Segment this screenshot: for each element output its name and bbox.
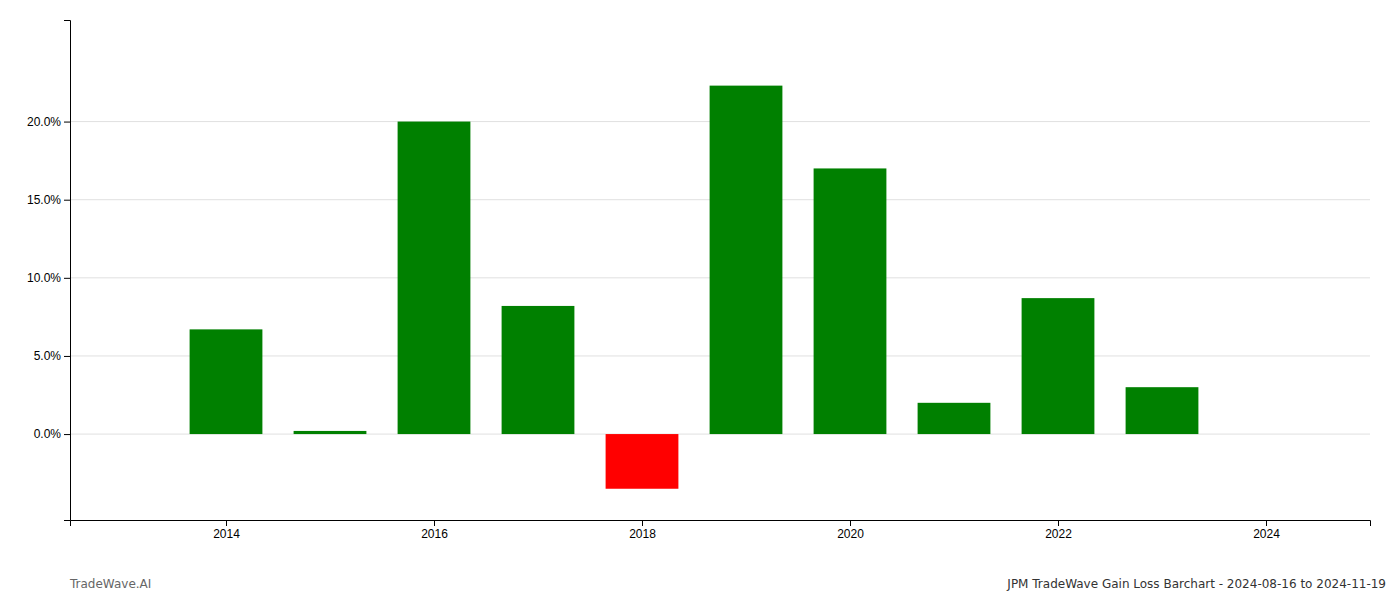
tick-mark (226, 520, 227, 526)
tick-mark (64, 356, 70, 357)
tick-label: 2020 (837, 527, 864, 541)
bars (190, 86, 1199, 489)
bar (502, 306, 575, 434)
tick-label: 0.0% (34, 427, 62, 441)
tick-mark (64, 122, 70, 123)
bar (918, 403, 991, 434)
tick-label: 2016 (421, 527, 448, 541)
tick-mark (64, 434, 70, 435)
tick: 2020 (837, 520, 864, 541)
tick-mark (642, 520, 643, 526)
tick-label: 10.0% (27, 271, 61, 285)
bar (190, 329, 263, 434)
title: JPM TradeWave Gain Loss Barchart - 2024-… (1006, 577, 1386, 591)
x-axis: 2014 2016 2018 2020 2022 2024 (71, 520, 1371, 541)
axis-line (64, 21, 71, 521)
tick-mark (64, 278, 70, 279)
bar (814, 168, 887, 434)
tick: 2014 (213, 520, 240, 541)
axis-line (71, 521, 1371, 527)
tick-label: 2018 (629, 527, 656, 541)
tick: 2016 (421, 520, 448, 541)
bar (1022, 298, 1095, 434)
tick-mark (850, 520, 851, 526)
bar (710, 86, 783, 434)
chart: 0.0%5.0%10.0%15.0%20.0%20142016201820202… (0, 0, 1400, 600)
tick: 10.0% (27, 271, 70, 285)
tick-label: 5.0% (34, 349, 62, 363)
tick: 0.0% (34, 427, 70, 441)
tick-label: 15.0% (27, 193, 61, 207)
tick-mark (434, 520, 435, 526)
tick-label: 2024 (1253, 527, 1280, 541)
bar (294, 431, 367, 434)
bar (606, 434, 679, 489)
y-axis: 0.0% 5.0% 10.0% 15.0% 20.0% (27, 21, 71, 521)
bar (1126, 387, 1199, 434)
tick: 15.0% (27, 193, 70, 207)
annotation: TradeWave.AI (69, 577, 151, 591)
tick: 20.0% (27, 115, 70, 129)
tick: 5.0% (34, 349, 70, 363)
tick-label: 2022 (1045, 527, 1072, 541)
tick: 2024 (1253, 520, 1280, 541)
tick-mark (64, 200, 70, 201)
tick-mark (1058, 520, 1059, 526)
bar (398, 122, 471, 435)
tick-mark (1266, 520, 1267, 526)
tick: 2018 (629, 520, 656, 541)
plot: 0.0%5.0%10.0%15.0%20.0%20142016201820202… (27, 21, 1371, 541)
tick-label: 20.0% (27, 115, 61, 129)
tick: 2022 (1045, 520, 1072, 541)
tick-label: 2014 (213, 527, 240, 541)
